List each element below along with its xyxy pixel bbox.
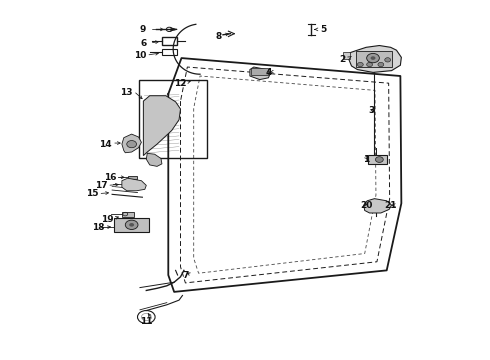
Text: 18: 18: [92, 223, 105, 232]
Text: 2: 2: [340, 55, 346, 64]
Text: 11: 11: [140, 317, 152, 326]
Text: 19: 19: [101, 215, 114, 224]
Circle shape: [127, 140, 137, 148]
Bar: [251, 68, 268, 75]
Text: 13: 13: [121, 87, 133, 96]
Text: 4: 4: [265, 68, 271, 77]
Text: 9: 9: [139, 25, 146, 34]
Circle shape: [367, 62, 372, 67]
Polygon shape: [147, 153, 162, 166]
Polygon shape: [122, 178, 147, 191]
Text: 10: 10: [134, 51, 146, 60]
Bar: [139, 80, 207, 158]
Text: 3: 3: [368, 105, 374, 114]
Text: 14: 14: [99, 140, 112, 149]
Text: 5: 5: [320, 25, 326, 34]
Text: 20: 20: [360, 201, 372, 210]
Polygon shape: [144, 96, 180, 156]
Bar: [114, 218, 149, 232]
Circle shape: [385, 58, 391, 62]
Circle shape: [370, 56, 375, 60]
Circle shape: [125, 220, 138, 229]
Text: 12: 12: [174, 79, 187, 88]
Bar: [162, 49, 176, 55]
Bar: [122, 212, 134, 217]
Bar: [343, 51, 350, 59]
Circle shape: [375, 157, 383, 162]
Text: 16: 16: [104, 173, 117, 182]
Bar: [128, 176, 137, 179]
Text: 1: 1: [363, 155, 369, 164]
Text: 17: 17: [95, 181, 107, 190]
Bar: [162, 37, 176, 45]
Text: 8: 8: [215, 32, 221, 41]
Circle shape: [378, 62, 384, 67]
Circle shape: [367, 53, 379, 63]
Text: 6: 6: [140, 39, 147, 48]
Polygon shape: [250, 67, 270, 80]
Polygon shape: [348, 45, 401, 72]
Circle shape: [129, 223, 134, 226]
Text: 7: 7: [182, 270, 189, 279]
Bar: [356, 51, 392, 67]
Bar: [368, 155, 387, 164]
Polygon shape: [364, 199, 392, 213]
Polygon shape: [122, 134, 142, 153]
Circle shape: [357, 62, 363, 67]
Text: 21: 21: [384, 201, 397, 210]
Text: 15: 15: [86, 189, 99, 198]
